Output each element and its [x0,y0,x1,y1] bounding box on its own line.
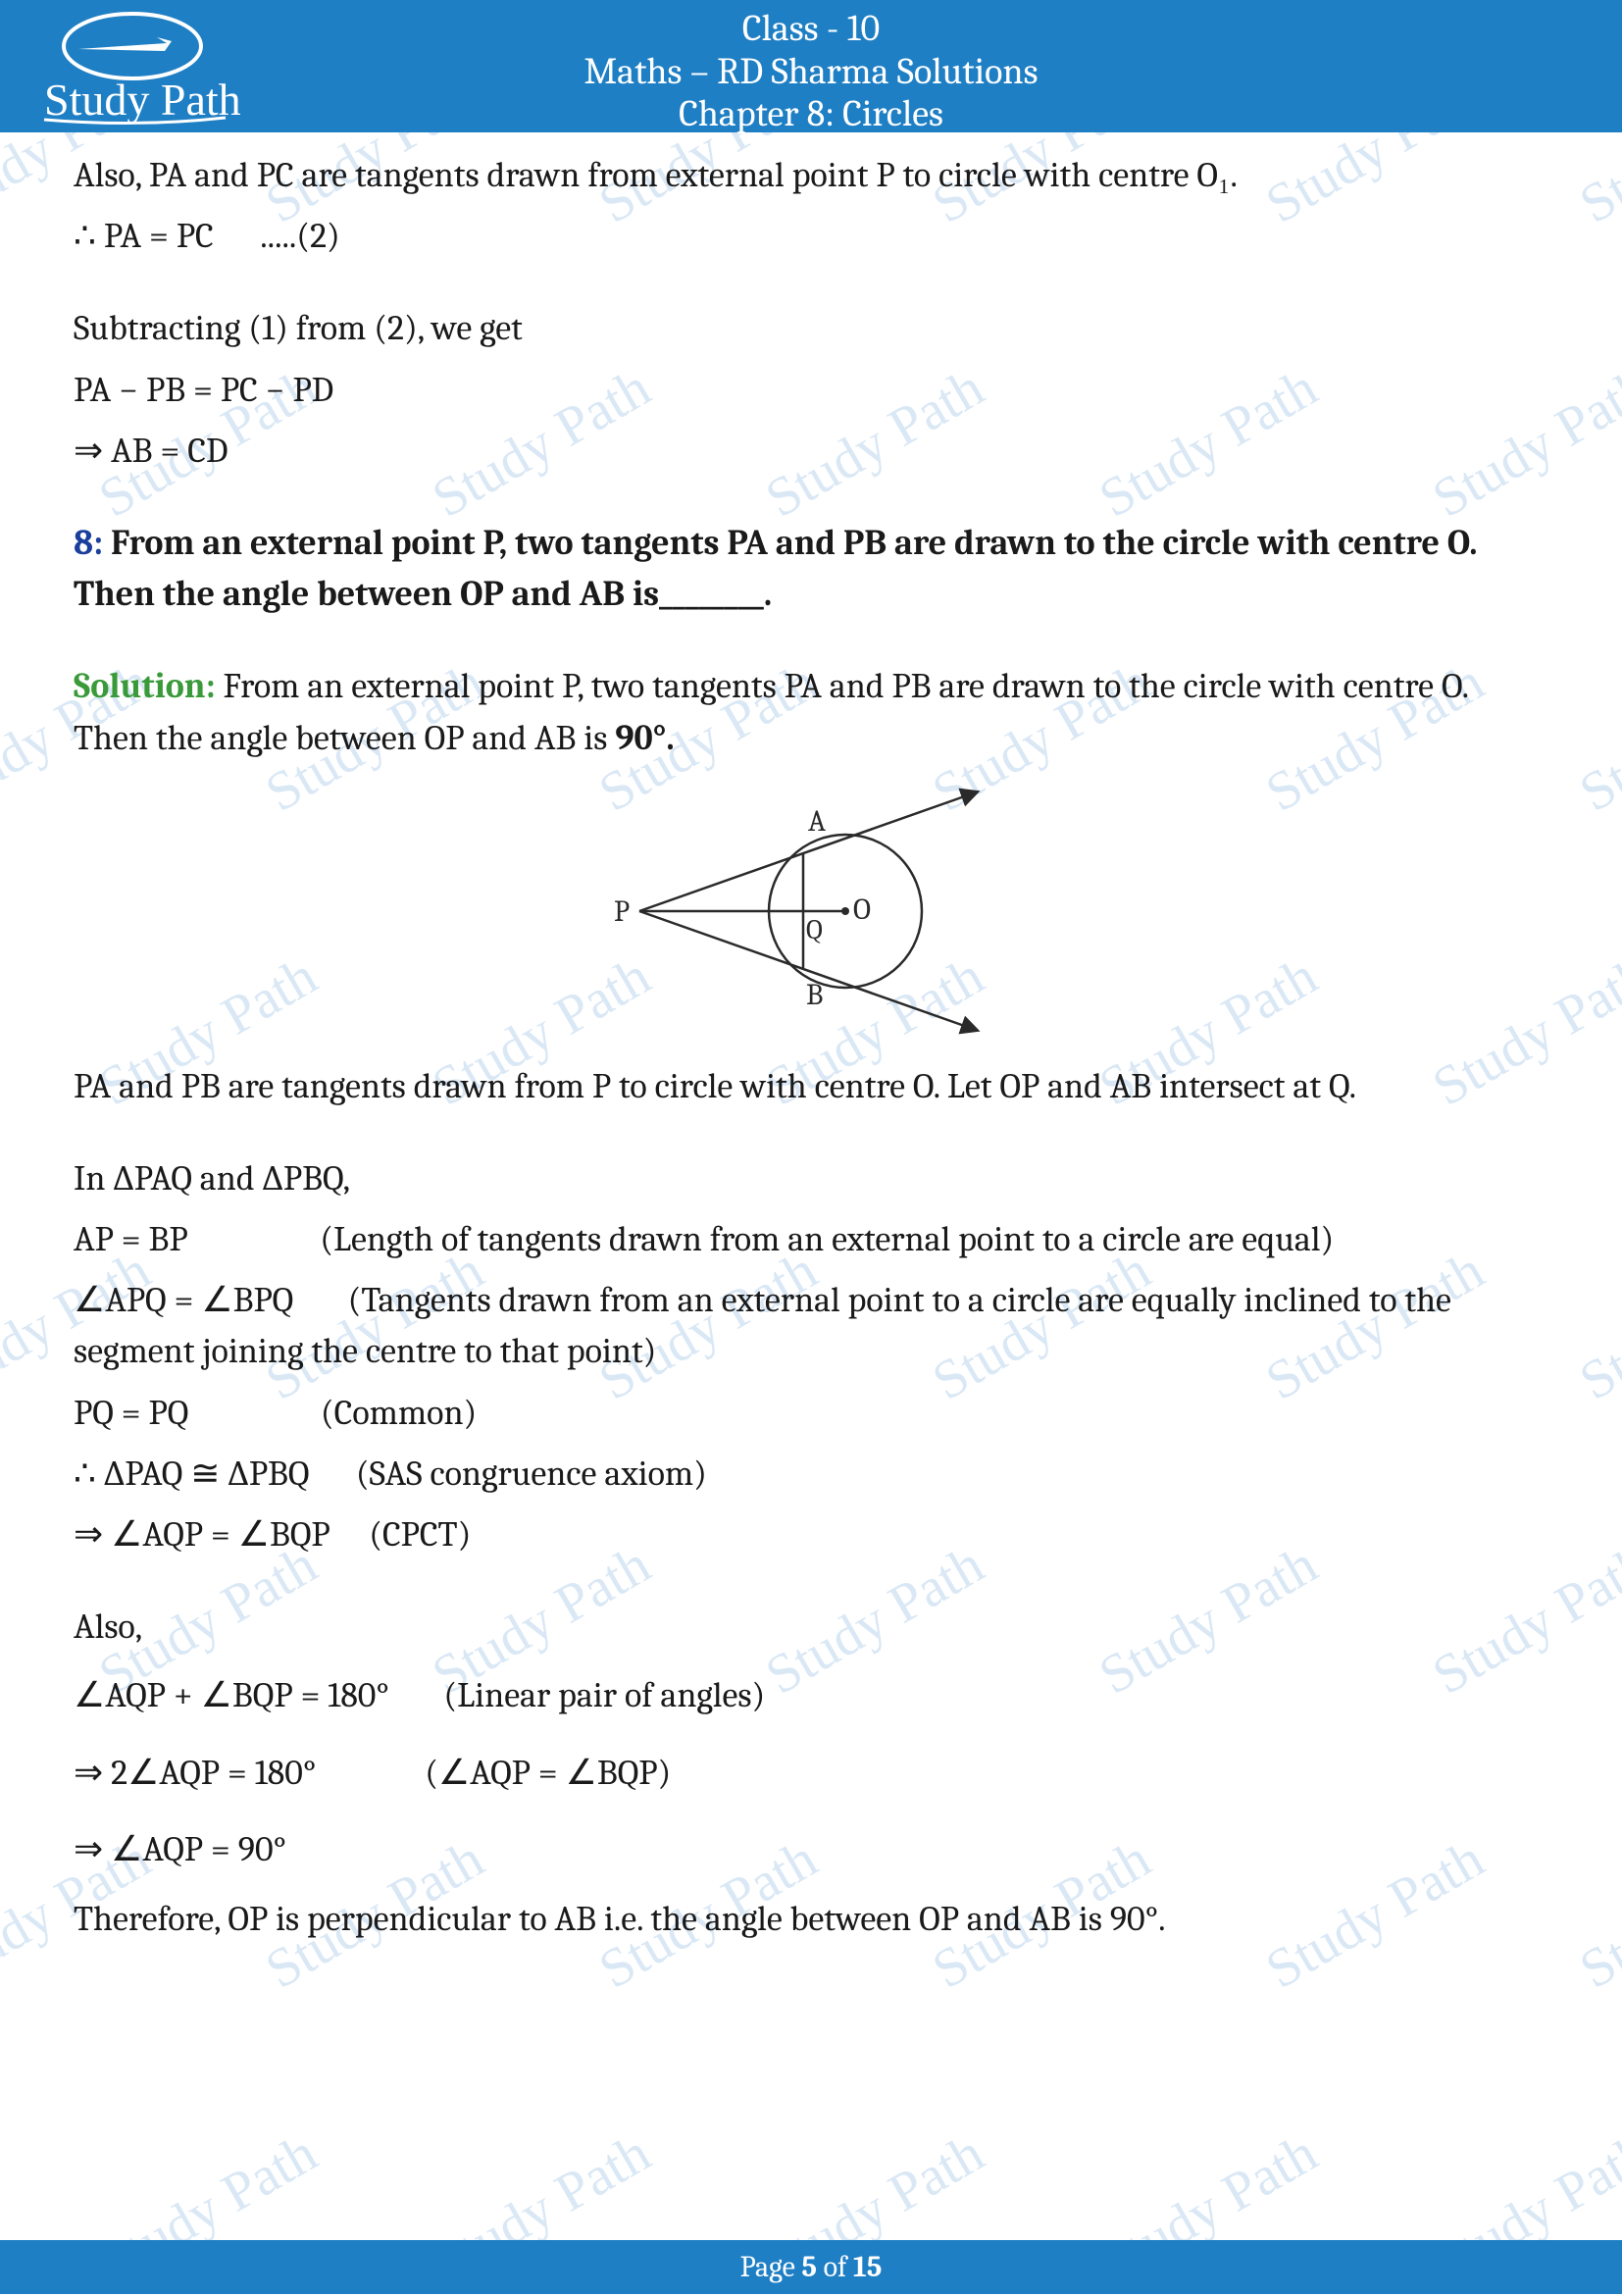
page-header: Study Path Class - 10 Maths – RD Sharma … [0,0,1622,132]
text-line: ∠AQP + ∠BQP = 180° (Linear pair of angle… [74,1662,1548,1729]
text-line: ∠APQ = ∠BPQ (Tangents drawn from an exte… [74,1275,1548,1377]
text-line: Subtracting (1) from (2), we get [74,303,1548,354]
text-line: Also, [74,1602,1548,1653]
text-line: PQ = PQ (Common) [74,1388,1548,1439]
study-path-logo: Study Path [29,2,255,129]
text-line: Therefore, OP is perpendicular to AB i.e… [74,1894,1548,1945]
footer-prefix: Page [740,2250,802,2284]
question-text: From an external point P, two tangents P… [74,523,1478,614]
text-line: Also, PA and PC are tangents drawn from … [74,150,1548,201]
label-q: Q [806,914,823,945]
page-footer: Page 5 of 15 [0,2240,1622,2294]
label-o: O [853,893,871,927]
solution-block: Solution: From an external point P, two … [74,661,1548,763]
text-line: ⇒ ∠AQP = ∠BQP (CPCT) [74,1509,1548,1560]
solution-label: Solution: [74,666,216,706]
question-number: 8: [74,523,103,563]
label-p: P [614,894,630,929]
text-line: ∴ ∆PAQ ≅ ∆PBQ (SAS congruence axiom) [74,1449,1548,1500]
text-line: ⇒ 2∠AQP = 180° (∠AQP = ∠BQP) [74,1740,1548,1807]
svg-text:Study Path: Study Path [44,75,241,125]
footer-page: 5 [801,2250,817,2284]
text-line: ∴ PA = PC .....(2) [74,211,1548,262]
point-o [841,907,849,915]
circle-tangent-diagram: A B P O Q [600,784,1022,1044]
label-b: B [806,978,823,1012]
text-line: ⇒ ∠AQP = 90° [74,1816,1548,1883]
label-a: A [808,804,826,839]
text-line: In ∆PAQ and ∆PBQ, [74,1153,1548,1204]
solution-text: From an external point P, two tangents P… [74,666,1468,757]
text-line: PA and PB are tangents drawn from P to c… [74,1061,1548,1112]
solution-answer: 90°. [615,718,674,758]
page-content: Also, PA and PC are tangents drawn from … [0,132,1622,1945]
footer-mid: of [817,2250,853,2284]
question-block: 8: From an external point P, two tangent… [74,518,1548,620]
text-line: ⇒ AB = CD [74,426,1548,477]
tangent-pa [639,793,973,911]
footer-total: 15 [853,2250,882,2284]
text-line: PA − PB = PC − PD [74,365,1548,416]
text-line: AP = BP (Length of tangents drawn from a… [74,1214,1548,1265]
